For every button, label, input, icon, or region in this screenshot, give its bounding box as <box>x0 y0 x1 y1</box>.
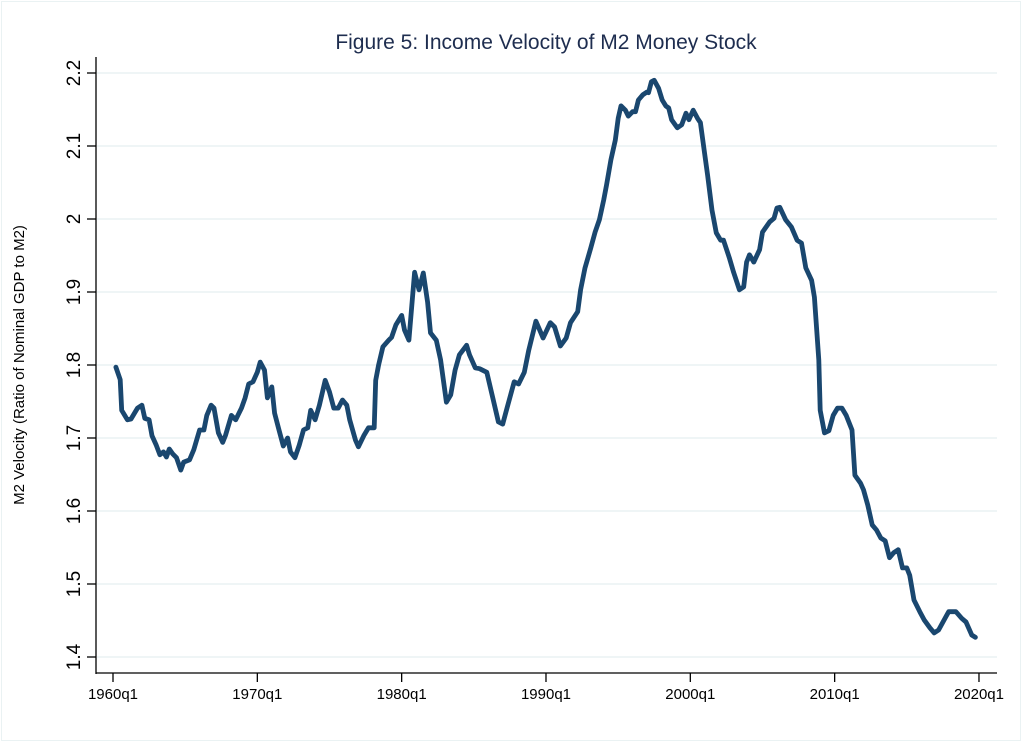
y-tick-label: 1.7 <box>64 425 85 451</box>
y-tick-label: 1.8 <box>64 352 85 378</box>
y-ticks: 1.4 1.5 1.6 1.7 1.8 1.9 2 2.1 2.2 <box>64 60 96 670</box>
x-tick-label: 1970q1 <box>232 686 282 703</box>
x-tick-label: 2000q1 <box>665 686 715 703</box>
x-tick-label: 1990q1 <box>521 686 571 703</box>
series-group <box>113 77 978 640</box>
y-tick-label: 1.4 <box>64 643 85 670</box>
y-tick-label: 2.2 <box>64 60 85 86</box>
y-tick-label: 2.1 <box>64 133 85 159</box>
x-ticks: 1960q1 1970q1 1980q1 1990q1 2000q1 2010q1 2020… <box>88 673 1004 703</box>
y-tick-label: 2 <box>64 214 85 225</box>
grid-lines <box>97 72 997 658</box>
x-tick-label: 1980q1 <box>377 686 427 703</box>
y-tick-label: 1.5 <box>64 571 85 597</box>
y-tick-label: 1.9 <box>64 279 85 305</box>
series-line <box>113 77 978 640</box>
y-axis-label: M2 Velocity (Ratio of Nominal GDP to M2) <box>11 225 28 505</box>
y-tick-label: 1.6 <box>64 498 85 524</box>
x-tick-label: 2020q1 <box>954 686 1004 703</box>
x-tick-label: 2010q1 <box>810 686 860 703</box>
x-tick-label: 1960q1 <box>88 686 138 703</box>
chart-title: Figure 5: Income Velocity of M2 Money St… <box>335 31 757 54</box>
